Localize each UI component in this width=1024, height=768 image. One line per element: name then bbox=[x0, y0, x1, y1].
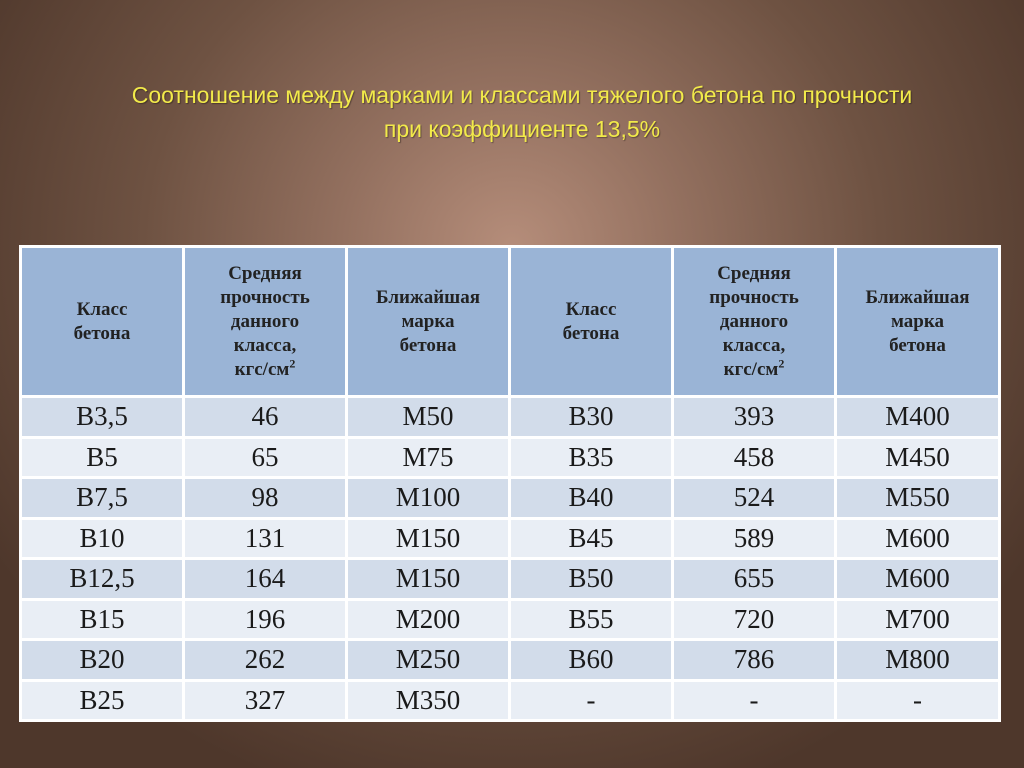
table-cell: M75 bbox=[345, 435, 511, 479]
column-header-line: марка bbox=[401, 310, 455, 332]
unit-superscript: 2 bbox=[289, 356, 296, 371]
table-row: B10 131 M150 B45 589 M600 bbox=[19, 516, 1001, 560]
table-cell: 589 bbox=[671, 516, 837, 560]
column-header-1: Класс бетона bbox=[19, 245, 185, 398]
table-cell: M600 bbox=[834, 516, 1001, 560]
column-header-line: марка bbox=[890, 310, 945, 332]
table-cell: 786 bbox=[671, 638, 837, 682]
table-cell: M800 bbox=[834, 638, 1001, 682]
column-header-line: класса, bbox=[233, 334, 297, 356]
slide-title: Соотношение между марками и классами тяж… bbox=[30, 78, 1014, 146]
table-row: B12,5 164 M150 B50 655 M600 bbox=[19, 557, 1001, 601]
column-header-4: Класс бетона bbox=[508, 245, 674, 398]
table-row: B20 262 M250 B60 786 M800 bbox=[19, 638, 1001, 682]
column-header-line: Средняя bbox=[717, 262, 791, 284]
column-header-line: данного bbox=[230, 310, 300, 332]
column-header-line: кгс/см2 bbox=[234, 356, 296, 380]
table-cell: 524 bbox=[671, 476, 837, 520]
table-cell: B45 bbox=[508, 516, 674, 560]
table-cell: M150 bbox=[345, 516, 511, 560]
table-cell: M50 bbox=[345, 395, 511, 439]
table-cell: M450 bbox=[834, 435, 1001, 479]
table-cell: 164 bbox=[182, 557, 348, 601]
table-cell: B60 bbox=[508, 638, 674, 682]
table-body: B3,5 46 M50 B30 393 M400 B5 65 M75 B35 458 M450 B7,5… bbox=[19, 395, 1001, 722]
unit-superscript: 2 bbox=[778, 356, 785, 371]
table-cell: B12,5 bbox=[19, 557, 185, 601]
table-cell: - bbox=[508, 678, 674, 722]
table-cell: M100 bbox=[345, 476, 511, 520]
column-header-line: кгс/см2 bbox=[723, 356, 785, 380]
column-header-3: Ближайшая марка бетона bbox=[345, 245, 511, 398]
table-cell: M200 bbox=[345, 597, 511, 641]
column-header-line: Ближайшая bbox=[865, 286, 970, 308]
table-cell: 327 bbox=[182, 678, 348, 722]
table-cell: 262 bbox=[182, 638, 348, 682]
column-header-line: бетона bbox=[562, 322, 620, 344]
table-cell: B25 bbox=[19, 678, 185, 722]
table-row: B3,5 46 M50 B30 393 M400 bbox=[19, 395, 1001, 439]
column-header-line: бетона bbox=[73, 322, 131, 344]
table-cell: B55 bbox=[508, 597, 674, 641]
slide-title-line-1: Соотношение между марками и классами тяж… bbox=[131, 82, 913, 108]
slide-title-line-2: при коэффициенте 13,5% bbox=[383, 116, 661, 142]
column-header-line: класса, bbox=[722, 334, 786, 356]
column-header-line: бетона bbox=[399, 334, 457, 356]
table-row: B15 196 M200 B55 720 M700 bbox=[19, 597, 1001, 641]
table-cell: 458 bbox=[671, 435, 837, 479]
column-header-line: Средняя bbox=[228, 262, 302, 284]
table-cell: M250 bbox=[345, 638, 511, 682]
table-row: B25 327 M350- - - bbox=[19, 678, 1001, 722]
table-cell: M150 bbox=[345, 557, 511, 601]
table-cell: B3,5 bbox=[19, 395, 185, 439]
table-row: B5 65 M75 B35 458 M450 bbox=[19, 435, 1001, 479]
table-cell: 393 bbox=[671, 395, 837, 439]
table-cell: M600 bbox=[834, 557, 1001, 601]
table-cell: B50 bbox=[508, 557, 674, 601]
column-header-5: Средняя прочность данного класса, кгс/см2 bbox=[671, 245, 837, 398]
table-cell: 46 bbox=[182, 395, 348, 439]
table-cell: M550 bbox=[834, 476, 1001, 520]
table-cell: 98 bbox=[182, 476, 348, 520]
column-header-line: Класс bbox=[76, 298, 128, 320]
table-header-row: Класс бетона Средняя прочность данного класса… bbox=[19, 245, 1001, 398]
table-cell: B20 bbox=[19, 638, 185, 682]
column-header-line: прочность bbox=[220, 286, 310, 308]
column-header-line: данного bbox=[719, 310, 789, 332]
table-cell: B30 bbox=[508, 395, 674, 439]
table-cell: M350 bbox=[345, 678, 511, 722]
table-cell: 655 bbox=[671, 557, 837, 601]
table-cell: B10 bbox=[19, 516, 185, 560]
table-cell: - bbox=[671, 678, 837, 722]
table-cell: B40 bbox=[508, 476, 674, 520]
column-header-line: прочность bbox=[709, 286, 799, 308]
table-cell: 65 bbox=[182, 435, 348, 479]
table-cell: M700 bbox=[834, 597, 1001, 641]
table-cell: 131 bbox=[182, 516, 348, 560]
table-cell: 720 bbox=[671, 597, 837, 641]
table-cell: 196 bbox=[182, 597, 348, 641]
column-header-line: Класс bbox=[565, 298, 617, 320]
table-cell: M400 bbox=[834, 395, 1001, 439]
column-header-2: Средняя прочность данного класса, кгс/см2 bbox=[182, 245, 348, 398]
table-cell: B35 bbox=[508, 435, 674, 479]
column-header-6: Ближайшая марка бетона bbox=[834, 245, 1001, 398]
column-header-line: бетона bbox=[889, 334, 946, 356]
table-cell: - bbox=[834, 678, 1001, 722]
column-header-line: Ближайшая bbox=[376, 286, 480, 308]
table-cell: B15 bbox=[19, 597, 185, 641]
table-cell: B5 bbox=[19, 435, 185, 479]
table-row: B7,5 98 M100 B40 524 M550 bbox=[19, 476, 1001, 520]
concrete-strength-table: Класс бетона Средняя прочность данного класса… bbox=[19, 245, 1001, 722]
table-cell: B7,5 bbox=[19, 476, 185, 520]
